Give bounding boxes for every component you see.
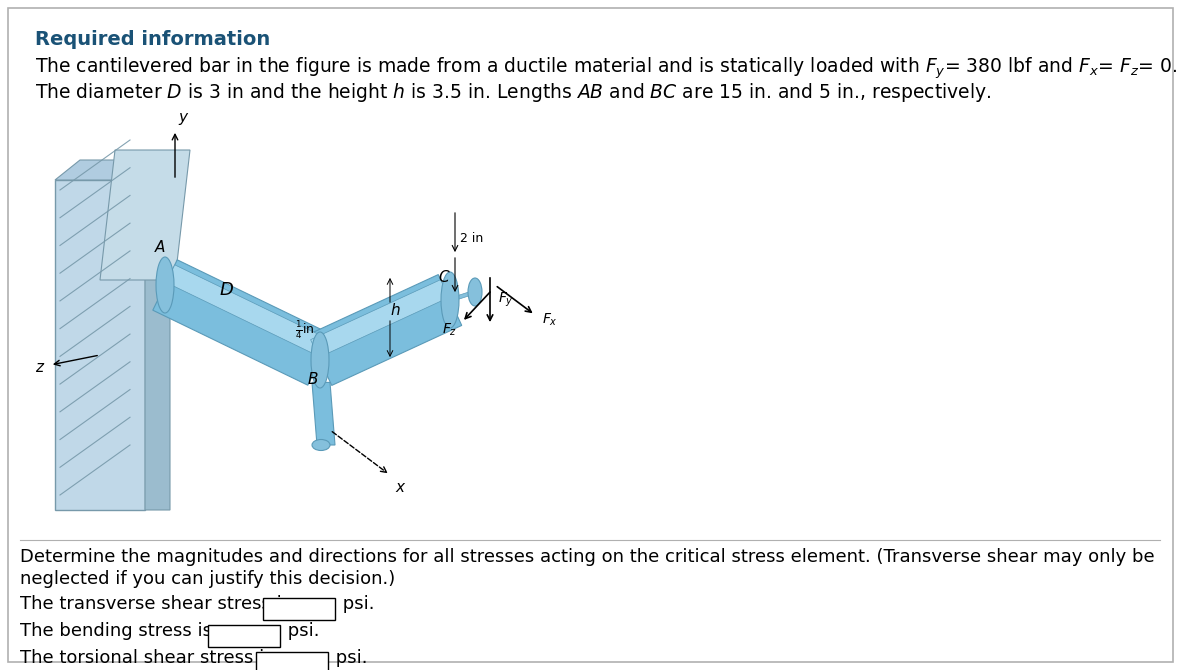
Text: C: C [438, 270, 449, 285]
Ellipse shape [441, 272, 459, 328]
Polygon shape [167, 265, 329, 358]
Polygon shape [308, 275, 462, 385]
Bar [208, 625, 280, 647]
Text: z: z [35, 360, 43, 375]
Text: neglected if you can justify this decision.): neglected if you can justify this decisi… [20, 570, 396, 588]
Text: The bending stress is −: The bending stress is − [20, 622, 233, 640]
Text: The cantilevered bar in the figure is made from a ductile material and is static: The cantilevered bar in the figure is ma… [35, 55, 1177, 80]
Text: The transverse shear stress is: The transverse shear stress is [20, 595, 292, 613]
Text: $\frac{1}{4}$in: $\frac{1}{4}$in [295, 319, 314, 341]
Text: Determine the magnitudes and directions for all stresses acting on the critical : Determine the magnitudes and directions … [20, 548, 1155, 566]
Polygon shape [145, 160, 170, 510]
Ellipse shape [468, 278, 482, 306]
Bar [263, 598, 335, 620]
Polygon shape [312, 383, 335, 445]
Text: $F_x$: $F_x$ [542, 312, 557, 328]
Text: $F_y$: $F_y$ [498, 291, 514, 309]
Text: B: B [308, 372, 319, 387]
Polygon shape [100, 150, 190, 280]
Text: D: D [220, 281, 234, 299]
Text: The torsional shear stress is: The torsional shear stress is [20, 649, 274, 667]
Ellipse shape [311, 332, 329, 388]
Text: x: x [394, 480, 404, 495]
Ellipse shape [156, 257, 174, 313]
Text: psi.: psi. [282, 622, 320, 640]
Polygon shape [56, 180, 145, 510]
Text: y: y [178, 110, 187, 125]
Polygon shape [152, 260, 332, 385]
Polygon shape [56, 160, 170, 180]
Text: $F_z$: $F_z$ [442, 322, 457, 338]
Text: psi.: psi. [337, 595, 374, 613]
Text: A: A [155, 240, 165, 255]
Text: 2 in: 2 in [461, 232, 483, 245]
Text: $h$: $h$ [390, 302, 400, 318]
Bar [256, 652, 328, 670]
Text: Required information: Required information [35, 30, 270, 49]
Polygon shape [311, 279, 449, 358]
Text: The diameter $D$ is 3 in and the height $h$ is 3.5 in. Lengths $AB$ and $BC$ are: The diameter $D$ is 3 in and the height … [35, 81, 992, 104]
Text: psi.: psi. [329, 649, 367, 667]
Polygon shape [443, 288, 482, 304]
Ellipse shape [312, 440, 329, 450]
